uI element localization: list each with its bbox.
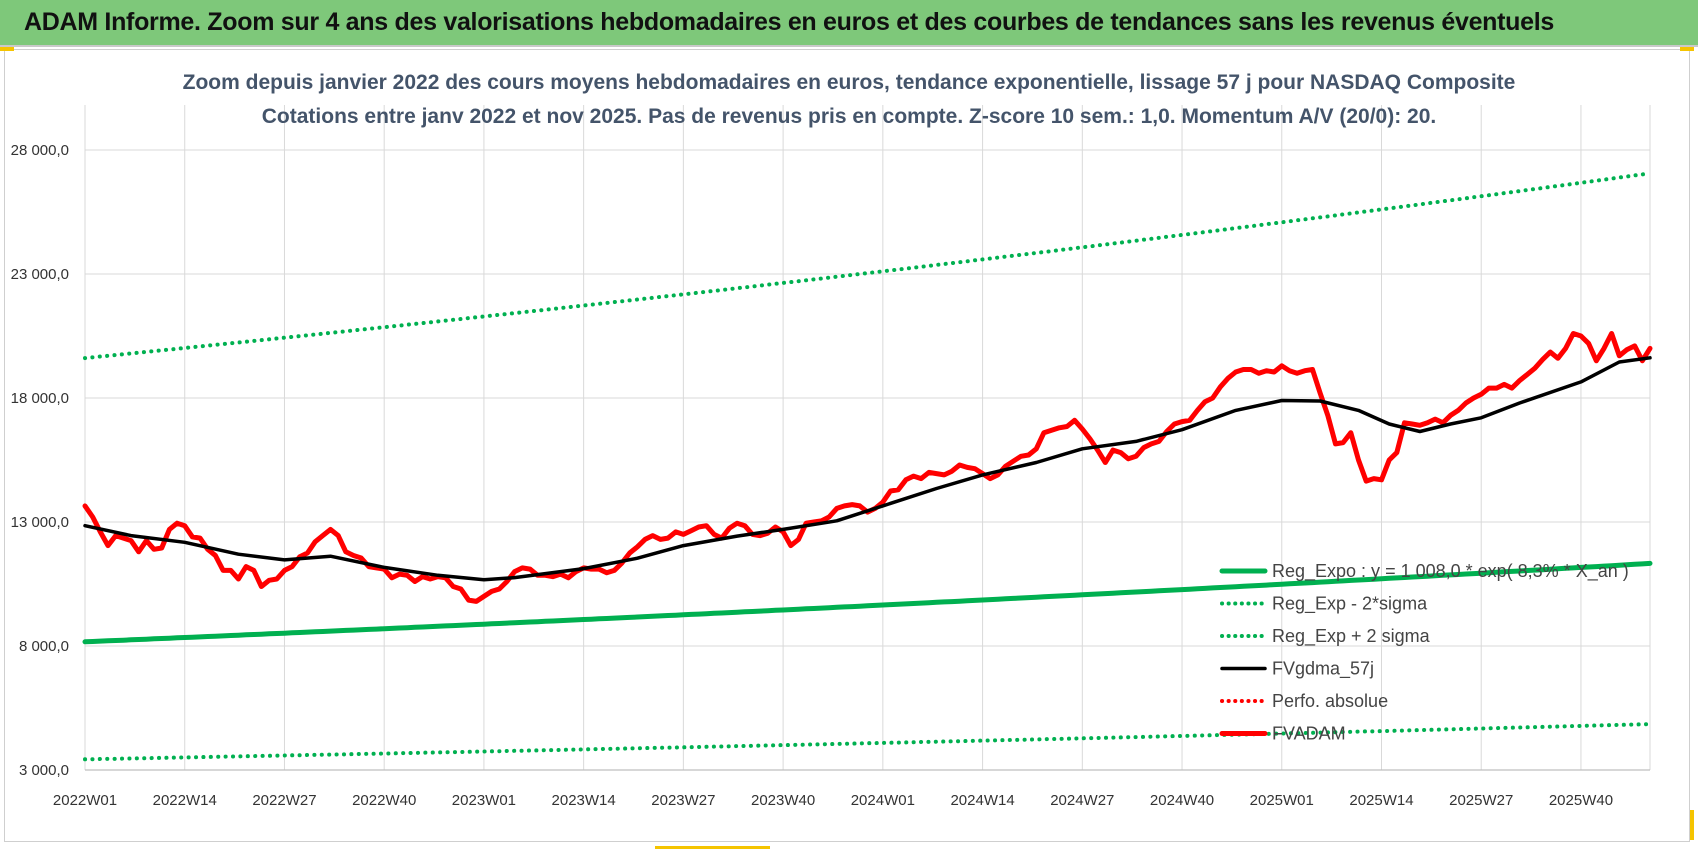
header-bar: ADAM Informe. Zoom sur 4 ans des valoris…: [0, 0, 1698, 47]
series-reg-exp: [83, 171, 1652, 361]
legend-label: Perfo. absolue: [1272, 691, 1388, 711]
y-tick-label: 28 000,0: [11, 142, 69, 159]
x-tick-label: 2022W27: [252, 792, 316, 809]
x-tick-label: 2022W14: [153, 792, 217, 809]
page-title: ADAM Informe. Zoom sur 4 ans des valoris…: [24, 8, 1554, 36]
series-reg-expo: [82, 560, 1653, 645]
series-reg-exp: [83, 722, 1652, 762]
x-tick-label: 2023W27: [651, 792, 715, 809]
x-tick-label: 2024W40: [1150, 792, 1214, 809]
corner-accent-top-left: [0, 47, 14, 51]
legend: Reg_Expo : y = 1 008,0 * exp( 8,3% * X_a…: [1219, 561, 1629, 744]
x-tick-label: 2023W40: [751, 792, 815, 809]
x-axis-ticks: 2022W01 2022W14 2022W27 2022W40 2023W01 2023W…: [53, 792, 1613, 809]
x-tick-label: 2022W40: [352, 792, 416, 809]
x-tick-label: 2023W14: [552, 792, 616, 809]
legend-label: FVgdma_57j: [1272, 659, 1374, 680]
y-tick-label: 18 000,0: [11, 390, 69, 407]
corner-accent-top-right: [1680, 47, 1694, 51]
x-tick-label: 2024W14: [950, 792, 1014, 809]
x-tick-label: 2024W01: [851, 792, 915, 809]
x-tick-label: 2025W40: [1549, 792, 1613, 809]
x-tick-label: 2022W01: [53, 792, 117, 809]
chart-subtitle: Cotations entre janv 2022 et nov 2025. P…: [262, 105, 1436, 128]
y-tick-label: 23 000,0: [11, 266, 69, 283]
series: [82, 171, 1653, 762]
y-axis-ticks: 3 000,0 8 000,0 13 000,0 18 000,0 23 000,0 28…: [11, 142, 69, 779]
x-tick-label: 2025W01: [1250, 792, 1314, 809]
legend-label: Reg_Exp - 2*sigma: [1272, 594, 1428, 615]
legend-label: FVADAM: [1272, 724, 1346, 744]
legend-label: Reg_Expo : y = 1 008,0 * exp( 8,3% * X_a…: [1272, 561, 1629, 582]
corner-accent-bottom-center: [655, 846, 770, 849]
grid: [84, 105, 1651, 771]
series-fvgdma-57j: [83, 356, 1652, 582]
x-tick-label: 2025W27: [1449, 792, 1513, 809]
chart-title: Zoom depuis janvier 2022 des cours moyen…: [183, 71, 1516, 94]
x-tick-label: 2023W01: [452, 792, 516, 809]
y-tick-label: 3 000,0: [19, 762, 69, 779]
legend-label: Reg_Exp + 2 sigma: [1272, 626, 1431, 647]
x-tick-label: 2025W14: [1349, 792, 1413, 809]
chart-frame: [4, 49, 1690, 842]
y-tick-label: 8 000,0: [19, 638, 69, 655]
x-tick-label: 2024W27: [1050, 792, 1114, 809]
corner-accent-bottom-right: [1690, 810, 1694, 840]
y-tick-label: 13 000,0: [11, 514, 69, 531]
